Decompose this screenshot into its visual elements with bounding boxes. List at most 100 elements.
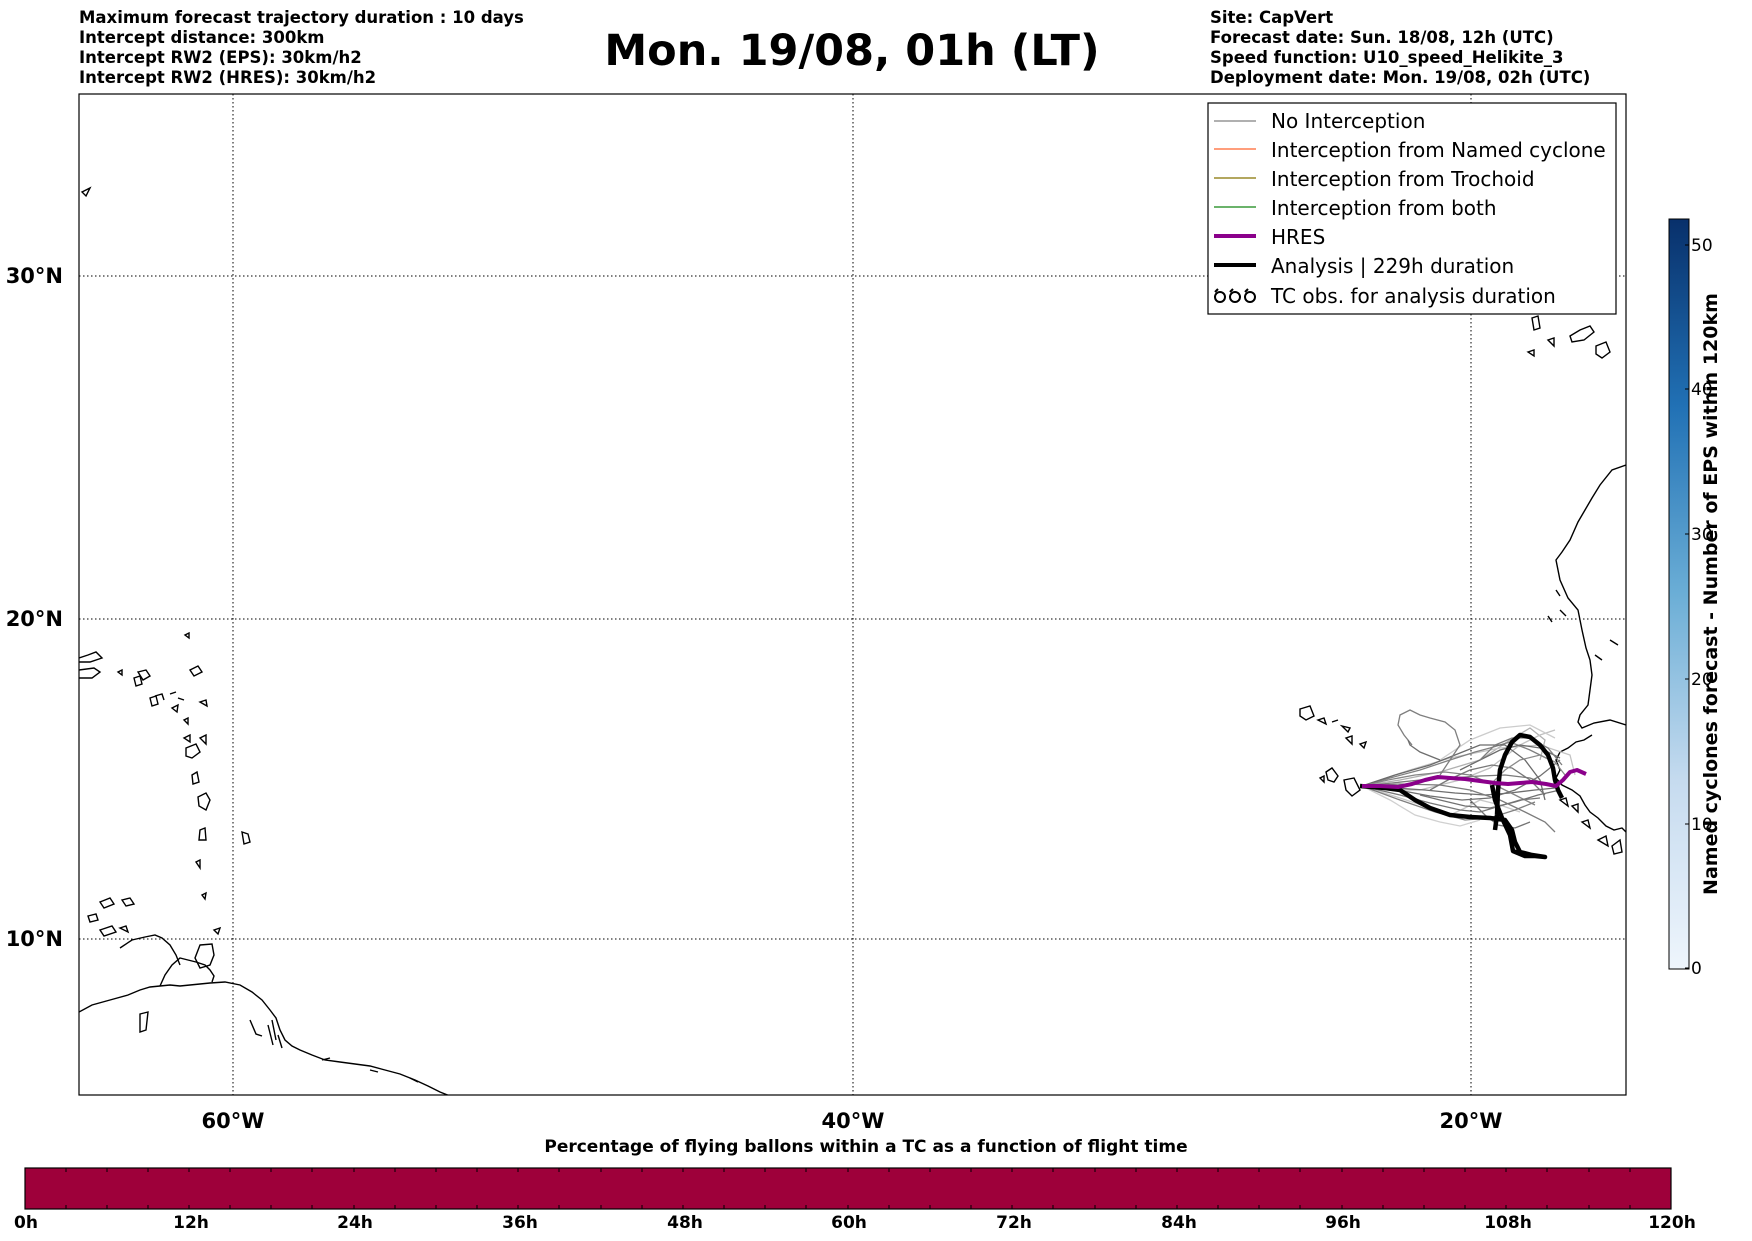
map-frame bbox=[78, 93, 1627, 1096]
vertical-colorbar bbox=[1668, 218, 1690, 970]
hbar-tick-72h: 72h bbox=[996, 1213, 1032, 1233]
island-martinique bbox=[197, 792, 211, 812]
island-st-vincent bbox=[194, 858, 201, 871]
trajectory-mid bbox=[1361, 771, 1536, 806]
island-canary-1 bbox=[1531, 315, 1541, 331]
header-right-line: Deployment date: Mon. 19/08, 02h (UTC) bbox=[1210, 68, 1591, 87]
coast-bits-guiana bbox=[249, 1019, 419, 1083]
island-st-lucia bbox=[198, 826, 207, 841]
cyclone-icon bbox=[1214, 288, 1256, 303]
header-left-line: Intercept RW2 (EPS): 30km/h2 bbox=[79, 48, 362, 67]
horizontal-colorbar bbox=[24, 1167, 1672, 1210]
coastline-venezuela bbox=[159, 957, 215, 987]
island-small-3 bbox=[133, 675, 143, 687]
island-grenada bbox=[200, 891, 207, 901]
analysis-track bbox=[1359, 732, 1565, 860]
colorbar-tick-20: 20 bbox=[1691, 670, 1713, 690]
hbar-tick-60h: 60h bbox=[831, 1213, 867, 1233]
orinoco-delta bbox=[267, 1019, 283, 1049]
trajectory-light bbox=[1439, 724, 1556, 761]
hbar-title: Percentage of flying ballons within a TC… bbox=[544, 1137, 1188, 1157]
island-cape-verde-sao-vicente bbox=[1316, 717, 1352, 734]
island-montserrat bbox=[182, 716, 189, 726]
hbar-tick-24h: 24h bbox=[337, 1213, 373, 1233]
colorbar-tick-30: 30 bbox=[1691, 525, 1713, 545]
trajectory-mid bbox=[1361, 744, 1546, 801]
island-canary-3 bbox=[1595, 341, 1611, 359]
island-canary-2 bbox=[1569, 325, 1595, 343]
header-right-line: Forecast date: Sun. 18/08, 12h (UTC) bbox=[1210, 28, 1554, 47]
coastline-south-america bbox=[79, 981, 450, 1095]
island-margarita bbox=[98, 925, 130, 937]
island-cape-verde-santo-antao bbox=[1299, 705, 1315, 721]
island-st-kitts bbox=[170, 703, 179, 714]
trajectory-mid bbox=[1429, 764, 1546, 796]
header-left-line: Intercept distance: 300km bbox=[79, 28, 325, 47]
island-cape-verde-sal bbox=[1358, 740, 1368, 750]
trajectory-mid bbox=[1419, 789, 1561, 809]
trajectory-mid bbox=[1397, 709, 1461, 776]
island-small-4 bbox=[149, 695, 159, 707]
island-cape-verde-fogo bbox=[1325, 767, 1339, 783]
island-cape-verde-boa-vista bbox=[1344, 735, 1353, 746]
colorbar-tick-0: 0 bbox=[1691, 959, 1702, 979]
trajectory-mid bbox=[1469, 799, 1531, 829]
colorbar-tick-40: 40 bbox=[1691, 380, 1713, 400]
legend-label-trochoid: Interception from Trochoid bbox=[1271, 167, 1535, 191]
island-barbuda bbox=[182, 733, 191, 744]
page-title: Mon. 19/08, 01h (LT) bbox=[604, 26, 1100, 76]
colorbar-tick-50: 50 bbox=[1691, 236, 1713, 256]
trajectory-mid bbox=[1489, 754, 1566, 786]
hbar-tick-0h: 0h bbox=[14, 1213, 38, 1233]
coast-islands-bissagos bbox=[1558, 797, 1623, 855]
island-trinidad bbox=[194, 943, 215, 969]
coastline-guinea-bissau bbox=[1555, 734, 1626, 833]
hres-track bbox=[1362, 768, 1587, 789]
hbar-tick-36h: 36h bbox=[502, 1213, 538, 1233]
legend-label-analysis: Analysis | 229h duration bbox=[1271, 254, 1515, 278]
header-left-line: Maximum forecast trajectory duration : 1… bbox=[79, 8, 524, 27]
lat-label-20n: 20°N bbox=[5, 607, 63, 631]
coastline-africa bbox=[1555, 464, 1626, 729]
island-bermuda bbox=[80, 186, 92, 198]
legend-label-named-cyclone: Interception from Named cyclone bbox=[1271, 138, 1606, 162]
trajectory-outlier bbox=[1407, 739, 1441, 761]
header-right: Site: CapVert Forecast date: Sun. 18/08,… bbox=[1210, 8, 1590, 88]
trajectory-light bbox=[1361, 785, 1481, 827]
island-cape-verde-santiago bbox=[1343, 777, 1361, 797]
trajectory-light bbox=[1361, 727, 1546, 787]
lon-label-40w: 40°W bbox=[821, 1109, 885, 1133]
lat-label-30n: 30°N bbox=[5, 264, 63, 288]
island-antigua bbox=[198, 699, 208, 708]
island-tobago bbox=[212, 926, 222, 936]
colorbar-ticks bbox=[1685, 244, 1689, 969]
legend-label-hres: HRES bbox=[1271, 225, 1326, 249]
hbar-tick-48h: 48h bbox=[667, 1213, 703, 1233]
legend-label-both: Interception from both bbox=[1271, 196, 1497, 220]
islands-aruba-curacao bbox=[87, 897, 136, 923]
island-small-1 bbox=[183, 631, 190, 640]
island-puerto-rico bbox=[79, 667, 102, 679]
hbar-tick-84h: 84h bbox=[1161, 1213, 1197, 1233]
coastline-gulf-paria bbox=[119, 934, 181, 966]
lon-label-20w: 20°W bbox=[1439, 1109, 1503, 1133]
island-cape-verde-brava bbox=[1318, 774, 1325, 784]
island-small-2 bbox=[116, 668, 123, 677]
island-guadeloupe bbox=[185, 733, 207, 759]
header-right-line: Site: CapVert bbox=[1210, 8, 1334, 27]
lat-label-10n: 10°N bbox=[5, 927, 63, 951]
trajectory-light bbox=[1361, 744, 1576, 787]
header-right-line: Speed function: U10_speed_Helikite_3 bbox=[1210, 48, 1564, 67]
eps-trajectories bbox=[1361, 709, 1576, 833]
island-hispaniola-tip bbox=[79, 651, 104, 663]
legend-label-tc-obs: TC obs. for analysis duration bbox=[1271, 284, 1556, 308]
hbar-tick-96h: 96h bbox=[1325, 1213, 1361, 1233]
header-left: Maximum forecast trajectory duration : 1… bbox=[79, 8, 524, 88]
lon-label-60w: 60°W bbox=[201, 1109, 265, 1133]
trajectory-mid bbox=[1361, 785, 1536, 821]
hbar-minor-ticks bbox=[65, 1168, 1631, 1209]
coast-bits-africa bbox=[1547, 589, 1619, 661]
colorbar-tick-10: 10 bbox=[1691, 815, 1713, 835]
colorbar-title: Named cyclones forecast - Number of EPS … bbox=[1700, 293, 1722, 895]
